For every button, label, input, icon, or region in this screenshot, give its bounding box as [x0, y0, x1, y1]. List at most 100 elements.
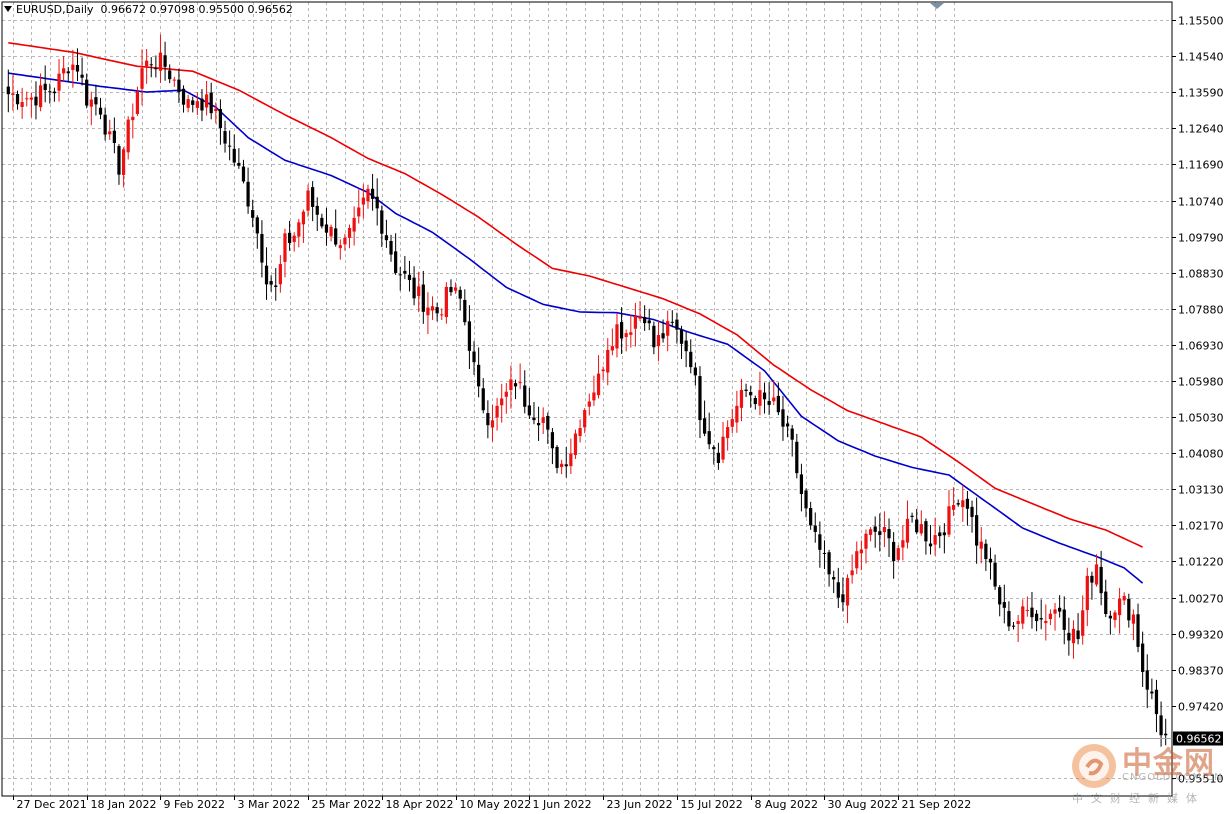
candle [892, 532, 896, 579]
candle [241, 159, 246, 184]
candle [619, 307, 624, 354]
candle [707, 412, 711, 450]
candle-body [1117, 598, 1122, 616]
candle-body [855, 551, 859, 569]
candle [264, 247, 269, 300]
candle-body [500, 398, 504, 406]
candle [984, 539, 988, 571]
candle-body [762, 392, 767, 400]
candle-body [799, 474, 804, 495]
candle [726, 420, 730, 451]
candle-body [951, 505, 956, 510]
candle-body [901, 540, 905, 548]
candle-body [126, 119, 130, 153]
candle-body [587, 401, 591, 407]
candle [938, 526, 942, 549]
candle-body [560, 463, 564, 468]
candle [435, 302, 439, 322]
candle-body [1113, 612, 1117, 621]
candle-body [301, 211, 306, 225]
candle-body [956, 503, 960, 505]
candle [357, 189, 361, 224]
candle [832, 570, 836, 594]
candle [370, 173, 375, 211]
candle-body [75, 64, 80, 72]
candle [251, 199, 255, 228]
candle [818, 521, 822, 568]
candle-body [237, 162, 241, 166]
candle [1021, 599, 1025, 630]
candle [536, 406, 541, 441]
chart-shift-icon[interactable] [930, 3, 944, 9]
candle [712, 444, 716, 465]
candle [767, 382, 771, 415]
y-tick-label: 1.01220 [1178, 556, 1224, 569]
y-tick-label: 1.14540 [1178, 51, 1224, 64]
candle [121, 147, 126, 188]
candle [1007, 601, 1011, 631]
watermark: 中金网 CNGOLD.COM.CN 中文财经新媒体 [1066, 738, 1226, 812]
candle [140, 49, 144, 106]
candle-body [638, 315, 642, 319]
dropdown-triangle-icon[interactable] [4, 6, 12, 12]
candle-body [693, 367, 697, 376]
candle [25, 91, 29, 107]
candle [200, 89, 204, 122]
candle [495, 397, 499, 431]
candle-body [306, 190, 310, 211]
candle-body [896, 548, 900, 560]
candle [380, 205, 384, 248]
candle [135, 86, 140, 116]
candle [905, 500, 910, 549]
candle-body [195, 101, 199, 108]
candle-body [744, 389, 748, 391]
last-price-box [1173, 731, 1223, 746]
candle [882, 511, 887, 548]
candle-body [417, 286, 421, 296]
y-tick-label: 1.13590 [1178, 87, 1224, 100]
x-tick-label: 9 Feb 2022 [164, 798, 225, 811]
candle [117, 144, 121, 185]
candle-body [412, 277, 416, 299]
candle-body [979, 541, 983, 549]
candle-body [361, 197, 365, 205]
candle-body [1002, 602, 1006, 608]
last-price-label: 0.96562 [1176, 733, 1222, 746]
candle-body [698, 376, 702, 421]
candle-body [1062, 609, 1066, 630]
candle-body [181, 88, 186, 105]
candle-body [1067, 632, 1071, 641]
x-tick-label: 25 Mar 2022 [312, 798, 382, 811]
candle [1113, 610, 1117, 628]
candle [790, 424, 794, 457]
candle [785, 415, 790, 438]
x-tick-label: 27 Dec 2021 [17, 798, 87, 811]
candle-body [790, 428, 794, 440]
candle-body [726, 427, 730, 439]
candle-body [656, 334, 661, 347]
y-tick-label: 1.05980 [1178, 376, 1224, 389]
candle-body [172, 79, 176, 81]
candle-body [269, 281, 273, 285]
candle-body [440, 314, 444, 316]
candle-body [550, 432, 555, 449]
candle-body [818, 534, 822, 550]
candle [947, 489, 951, 538]
candle [749, 385, 753, 408]
candle-body [523, 385, 527, 407]
candle-body [29, 97, 33, 100]
candle [1016, 614, 1020, 642]
candle [108, 119, 112, 140]
candle-body [117, 146, 121, 175]
candle-body [541, 417, 545, 423]
candle [1053, 603, 1057, 631]
candle-body [1007, 611, 1011, 627]
candle [172, 76, 176, 87]
x-tick-label: 30 Aug 2022 [828, 798, 898, 811]
candle-body [1076, 630, 1080, 640]
candle [80, 57, 84, 86]
candle [1108, 610, 1112, 635]
candle-body [453, 287, 458, 291]
